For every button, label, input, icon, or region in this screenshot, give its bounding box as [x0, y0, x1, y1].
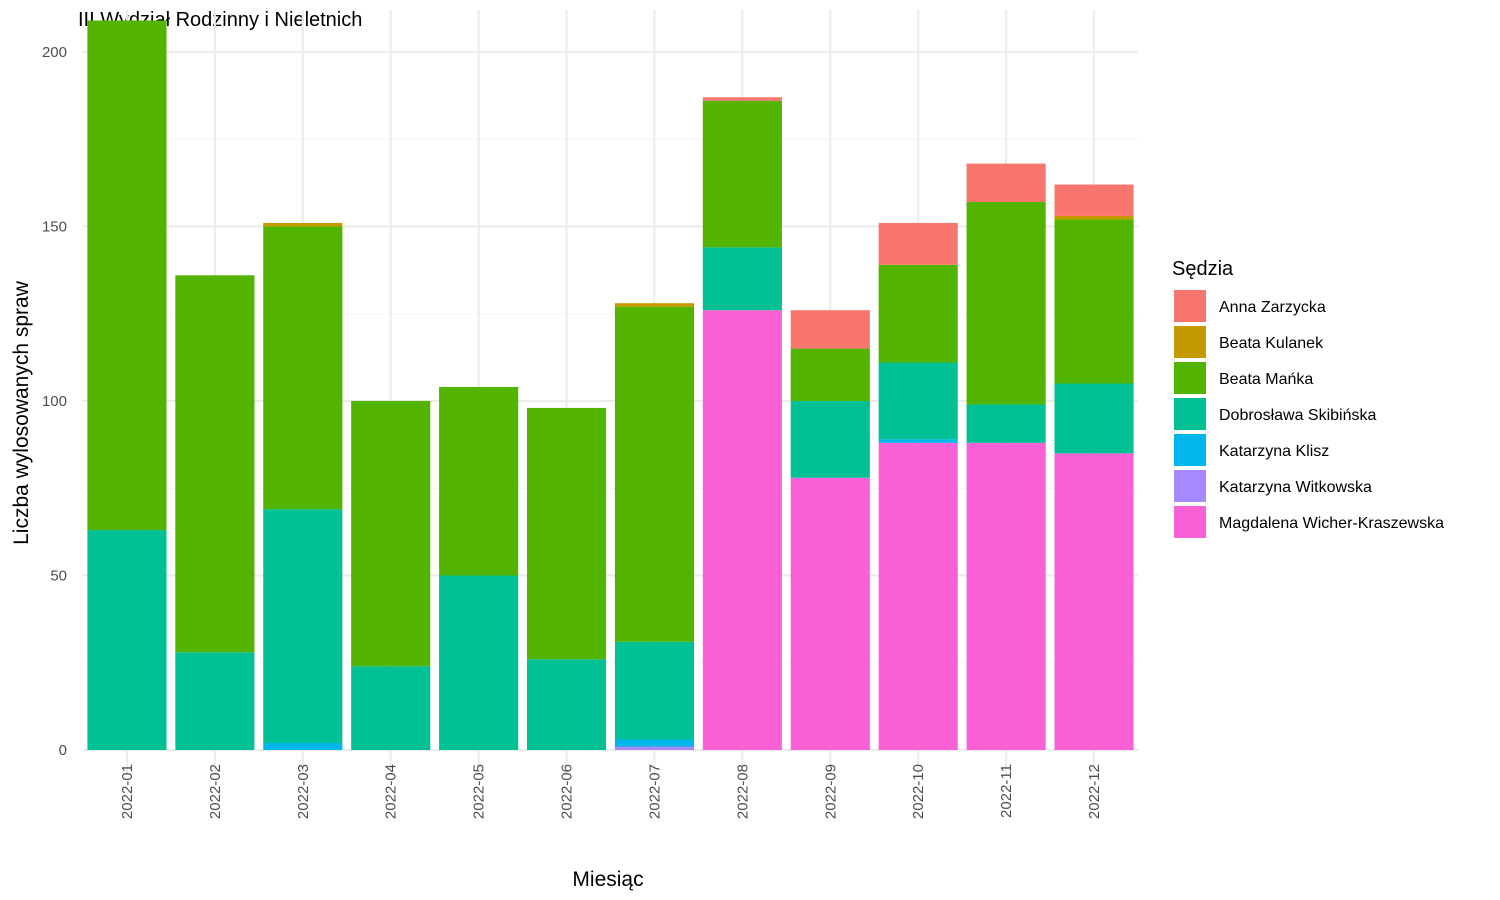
bar-segment	[263, 743, 343, 750]
x-tick-label: 2022-12	[1086, 764, 1103, 819]
bar-segment	[702, 310, 782, 750]
legend-key	[1172, 360, 1208, 396]
bar-segment	[790, 477, 870, 750]
x-tick-label: 2022-07	[646, 764, 663, 819]
legend-key	[1172, 396, 1208, 432]
bar-segment	[351, 666, 431, 750]
legend-key	[1172, 468, 1208, 504]
x-tick-label: 2022-09	[822, 764, 839, 819]
legend-key	[1172, 504, 1208, 540]
legend-key	[1172, 432, 1208, 468]
bar-segment	[439, 575, 519, 750]
bar-segment	[175, 275, 255, 653]
bar-segment	[1054, 453, 1134, 750]
bar-segment	[526, 659, 607, 750]
y-tick-label: 0	[59, 742, 67, 759]
legend: Sędzia Anna Zarzycka Beata Kulanek Beata M…	[1172, 258, 1444, 540]
x-axis-title: Miesiąc	[572, 868, 643, 891]
bar-segment	[878, 442, 958, 750]
legend-label: Katarzyna Klisz	[1219, 443, 1329, 460]
legend-label: Magdalena Wicher-Kraszewska	[1219, 515, 1444, 532]
bar-segment	[614, 739, 695, 747]
bar-segment	[790, 348, 870, 401]
bar-segment	[263, 509, 343, 744]
y-tick-label: 150	[42, 218, 67, 235]
x-tick-label: 2022-01	[119, 764, 136, 819]
x-tick-label: 2022-02	[207, 764, 224, 819]
bar-segment	[87, 530, 167, 750]
bar-segment	[614, 746, 695, 750]
bar-segment	[1054, 219, 1134, 384]
bar-segment	[439, 386, 519, 576]
y-tick-label: 200	[42, 44, 67, 61]
x-tick-label: 2022-05	[471, 764, 488, 819]
legend-label: Katarzyna Witkowska	[1219, 479, 1372, 496]
bar-segment	[878, 222, 958, 265]
bars	[87, 20, 1134, 750]
x-tick-label: 2022-10	[910, 764, 927, 819]
bar-segment	[1054, 184, 1134, 216]
bar-segment	[87, 20, 167, 531]
y-tick-label: 100	[42, 393, 67, 410]
x-tick-label: 2022-08	[734, 764, 751, 819]
bar-segment	[614, 303, 695, 307]
legend-key	[1172, 324, 1208, 360]
bar-segment	[351, 400, 431, 667]
legend-title: Sędzia	[1172, 258, 1234, 280]
bar-segment	[614, 641, 695, 740]
bar-segment	[878, 439, 958, 443]
x-tick-label: 2022-03	[295, 764, 312, 819]
bar-segment	[263, 222, 343, 227]
legend-label: Anna Zarzycka	[1219, 299, 1326, 316]
bar-segment	[175, 652, 255, 750]
x-axis-ticks: 2022-01 2022-02 2022-03 2022-04 2022-05 2022-…	[119, 764, 1103, 819]
legend-key	[1172, 288, 1208, 324]
bar-segment	[1054, 215, 1134, 220]
legend-label: Beata Kulanek	[1219, 335, 1324, 352]
y-tick-label: 50	[50, 567, 67, 584]
bar-segment	[1054, 383, 1134, 454]
y-axis-title: Liczba wylosowanych spraw	[10, 280, 33, 545]
bar-segment	[966, 442, 1046, 750]
bar-segment	[702, 247, 782, 311]
bar-segment	[263, 226, 343, 510]
bar-segment	[790, 400, 870, 478]
legend-label: Beata Mańka	[1219, 371, 1313, 388]
bar-segment	[614, 306, 695, 642]
legend-label: Dobrosława Skibińska	[1219, 407, 1377, 424]
x-tick-label: 2022-11	[998, 764, 1015, 818]
x-tick-label: 2022-04	[383, 764, 400, 819]
bar-segment	[966, 404, 1046, 443]
bar-segment	[966, 201, 1046, 405]
x-tick-label: 2022-06	[559, 764, 576, 819]
y-axis-ticks: 0 50 100 150 200	[42, 44, 67, 759]
bar-segment	[966, 163, 1046, 202]
bar-segment	[526, 407, 607, 660]
bar-segment	[790, 310, 870, 349]
bar-segment	[878, 264, 958, 363]
bar-segment	[702, 97, 782, 101]
bar-segment	[878, 362, 958, 440]
bar-segment	[702, 100, 782, 248]
